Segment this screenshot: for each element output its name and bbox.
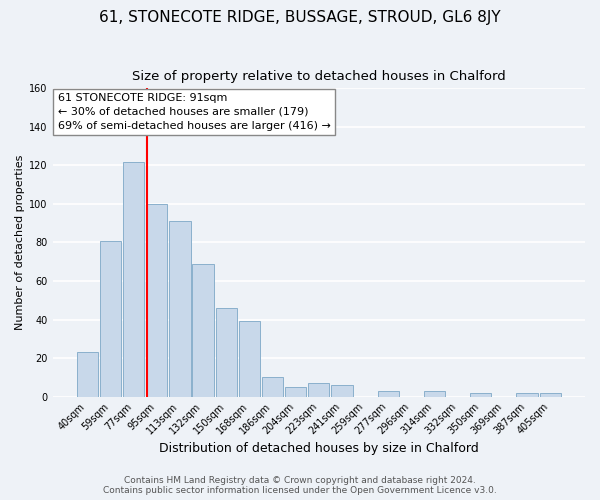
Bar [308,383,329,396]
Y-axis label: Number of detached properties: Number of detached properties [15,155,25,330]
Bar [539,392,561,396]
Bar [517,392,538,396]
Text: 61, STONECOTE RIDGE, BUSSAGE, STROUD, GL6 8JY: 61, STONECOTE RIDGE, BUSSAGE, STROUD, GL… [99,10,501,25]
Bar [123,162,144,396]
Bar [285,387,306,396]
Bar [331,385,353,396]
Bar [239,322,260,396]
Bar [424,391,445,396]
Bar [193,264,214,396]
Text: 61 STONECOTE RIDGE: 91sqm
← 30% of detached houses are smaller (179)
69% of semi: 61 STONECOTE RIDGE: 91sqm ← 30% of detac… [58,93,331,131]
Bar [215,308,237,396]
Title: Size of property relative to detached houses in Chalford: Size of property relative to detached ho… [132,70,506,83]
Bar [146,204,167,396]
Bar [262,378,283,396]
Bar [100,240,121,396]
Bar [77,352,98,397]
Bar [377,391,399,396]
X-axis label: Distribution of detached houses by size in Chalford: Distribution of detached houses by size … [159,442,479,455]
Text: Contains HM Land Registry data © Crown copyright and database right 2024.
Contai: Contains HM Land Registry data © Crown c… [103,476,497,495]
Bar [169,222,191,396]
Bar [470,392,491,396]
